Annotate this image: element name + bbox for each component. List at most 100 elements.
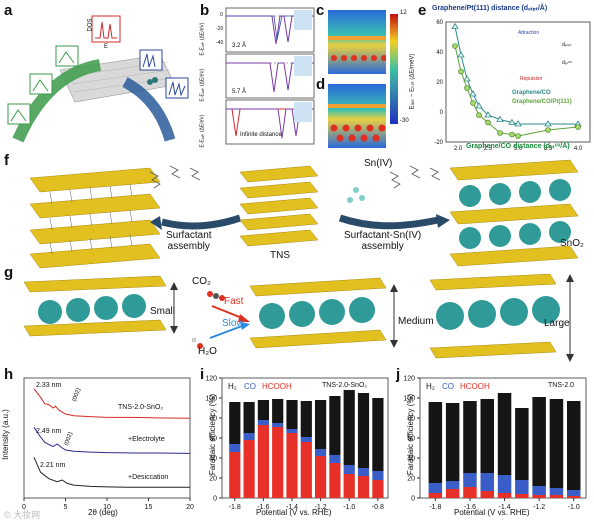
fe-i-bar-5-hcooh	[300, 442, 312, 498]
panel-e-bottom-axis-title: Graphene/CO distance (dₑₜᶜᵒ/Å)	[466, 143, 570, 150]
e-xtick-3: 3.5	[544, 146, 553, 152]
fe-j-xtick-label-1: -1.6	[464, 504, 476, 511]
dos-blue-box-2	[139, 49, 163, 71]
fe-j-bar-1-h	[445, 403, 460, 481]
e-point-1-10	[575, 124, 581, 130]
xrd-tick-label-1: 5	[64, 504, 68, 511]
fe-i-ytick-label-3: 60	[209, 436, 217, 443]
panel-b-dist-top: 3.2 Å	[232, 43, 247, 49]
medium-label: Medium	[398, 316, 434, 327]
panel-b-tick-40: -40	[216, 40, 224, 46]
e-xtick-4: 4.0	[574, 146, 583, 152]
panel-b-ylabel-mid: E-Eₑₓₖ (ΔE/eV)	[199, 68, 206, 102]
fe-j-bar-8-co	[567, 490, 581, 496]
panel-j-legend-co: CO	[442, 382, 454, 391]
e-point-0-7	[508, 118, 516, 125]
fe-j-bar-1-hcooh	[445, 489, 460, 498]
panel-j-ylabel: Faradaic efficiency (%)	[406, 393, 416, 476]
fe-i-bar-8-hcooh	[343, 474, 355, 498]
fe-j-bar-4-co	[497, 475, 512, 493]
panel-label-e: e	[418, 2, 427, 19]
fe-j-bar-8-h	[567, 401, 581, 490]
fe-i-bar-6-hcooh	[315, 456, 327, 498]
e-point-0-4	[475, 102, 483, 109]
panel-e-repulsion: Repulsion	[520, 76, 543, 82]
e-ytick-3: 40	[436, 50, 443, 56]
xrd-tick-label-3: 15	[145, 504, 153, 511]
watermark: © 大妆网	[4, 510, 41, 520]
xrd-tick-label-2: 10	[103, 504, 111, 511]
xrd-tick-label-4: 20	[186, 504, 194, 511]
e-point-1-9	[545, 127, 551, 133]
panel-e-legend-2: Graphene/CO/Pt(111)	[512, 99, 572, 105]
sno2-pillared-stack	[449, 159, 579, 267]
panel-h-ylabel: Intensity (a.u.)	[0, 409, 10, 460]
energy-axis-label: E	[104, 44, 109, 50]
panel-e-ylabel: Eₐₓₖ − Eₖₒₜ (ΔE/meV)	[409, 53, 416, 110]
colorbar-max: 12	[400, 10, 407, 16]
fe-j-bar-7-h	[549, 399, 564, 488]
fast-arrow-icon	[211, 305, 243, 319]
fe-j-ytick-label-5: 100	[403, 396, 415, 403]
fe-j-bar-3-co	[480, 473, 494, 491]
xrd-tick-label-0: 0	[22, 504, 26, 511]
fe-j-bar-8-hcooh	[567, 496, 581, 498]
fe-j-bar-5-co	[515, 480, 529, 494]
slow-label: Slow	[222, 318, 244, 329]
e-ytick-2: 20	[436, 80, 443, 86]
fe-i-xtick-label-1: -1.6	[257, 504, 269, 511]
panel-e-attraction: Attraction	[518, 30, 540, 36]
e-point-0-0	[451, 22, 459, 29]
dos-axis-label: DOS	[87, 18, 94, 32]
e-xtick-2: 3.0	[514, 146, 523, 152]
panel-label-b: b	[200, 2, 210, 19]
fe-i-ytick-label-0: 0	[213, 496, 217, 503]
fe-j-bar-5-hcooh	[515, 494, 529, 498]
panel-i-legend-hcooh: HCOOH	[262, 382, 292, 391]
e-point-1-8	[515, 133, 521, 139]
panel-label-h: h	[4, 366, 14, 383]
panel-j-legend-hcooh: HCOOH	[460, 382, 490, 391]
fe-i-xtick-label-5: -0.8	[372, 504, 384, 511]
fe-i-bar-8-h	[343, 390, 355, 465]
panel-label-g: g	[4, 264, 14, 281]
fe-i-bar-10-co	[372, 471, 384, 480]
tns-label: TNS	[270, 250, 290, 261]
h2o-label: H₂O	[198, 346, 217, 357]
sno2-label: SnO₂	[560, 238, 584, 249]
panel-h-peak1: 2.33 nm	[36, 382, 62, 389]
fe-i-bar-1-co	[243, 433, 255, 440]
surfactant-molecules	[149, 165, 201, 189]
panel-b-dist-mid: 5.7 Å	[232, 89, 247, 95]
e-point-1-1	[458, 68, 464, 75]
fe-j-ytick-label-4: 80	[407, 416, 415, 423]
fe-j-xtick-label-2: -1.4	[499, 504, 511, 511]
fe-j-ytick-label-2: 40	[407, 456, 415, 463]
surfactant-sn-assembly-label: Surfactant-Sn(IV) assembly	[344, 230, 422, 252]
panel-h-chart: 0 5 10 15 20	[22, 377, 194, 511]
panel-label-j: j	[396, 366, 401, 383]
panel-a-illustration	[7, 15, 189, 143]
fe-j-bar-2-h	[463, 401, 477, 473]
fe-i-xtick-label-3: -1.2	[315, 504, 327, 511]
panel-j-xlabel: Potential (V vs. RHE)	[454, 508, 530, 517]
panel-d-map	[328, 84, 386, 148]
e-point-0-5	[484, 111, 492, 118]
fe-i-ytick-label-4: 80	[209, 416, 217, 423]
e-point-1-7	[509, 131, 515, 138]
fe-i-bar-3-hcooh	[272, 427, 284, 498]
fe-j-bar-0-co	[428, 483, 443, 493]
panel-j-legend-sample: TNS-2.0	[548, 382, 575, 389]
colorbar-min: -30	[400, 118, 409, 124]
fe-j-ytick-label-0: 0	[411, 496, 415, 503]
fe-i-bar-1-hcooh	[243, 440, 255, 498]
fe-j-bar-2-co	[463, 473, 477, 487]
blue-arrow-icon	[122, 77, 176, 142]
panel-b-structure-mid	[294, 56, 312, 76]
fe-i-bar-10-h	[372, 398, 384, 471]
fe-j-bar-6-co	[532, 486, 546, 495]
fe-i-bar-2-h	[257, 400, 269, 420]
e-ytick-0: -20	[434, 140, 443, 146]
panel-b-mid-curve	[226, 62, 314, 93]
fe-j-bar-1-co	[445, 481, 460, 489]
